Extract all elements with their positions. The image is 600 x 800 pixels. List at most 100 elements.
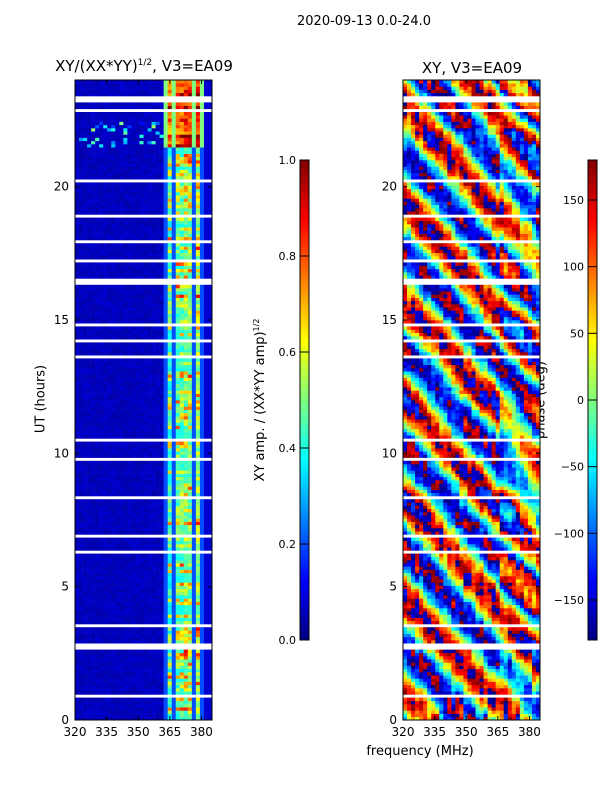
heatmap-cell (119, 275, 124, 279)
heatmap-cell (107, 316, 112, 321)
heatmap-cell (195, 572, 201, 577)
heatmap-cell (119, 358, 124, 362)
heatmap-cell (123, 268, 128, 273)
heatmap-cell (155, 441, 160, 446)
heatmap-cell (207, 473, 213, 478)
heatmap-cell (199, 297, 205, 302)
heatmap-cell (203, 640, 209, 644)
heatmap-cell (175, 553, 181, 558)
heatmap-cell (195, 582, 201, 586)
heatmap-cell (83, 572, 88, 577)
heatmap-cell (175, 476, 181, 481)
heatmap-cell (123, 425, 128, 430)
heatmap-cell (179, 528, 185, 532)
heatmap-cell (103, 236, 108, 241)
heatmap-cell (115, 675, 120, 679)
heatmap-cell (103, 284, 108, 289)
heatmap-cell (207, 598, 213, 602)
heatmap-cell (99, 454, 104, 458)
heatmap-cell (119, 537, 124, 542)
heatmap-cell (115, 620, 120, 625)
heatmap-cell (103, 608, 108, 612)
heatmap-cell (167, 492, 173, 497)
heatmap-cell (163, 675, 168, 679)
heatmap-cell (95, 544, 100, 548)
heatmap-cell (159, 707, 164, 711)
heatmap-cell (167, 380, 173, 385)
heatmap-cell (179, 678, 185, 682)
heatmap-cell (187, 444, 193, 449)
heatmap-cell (107, 217, 112, 222)
heatmap-cell (123, 265, 128, 270)
heatmap-cell (187, 649, 193, 654)
heatmap-cell (183, 608, 189, 612)
heatmap-cell (199, 569, 205, 574)
heatmap-cell (107, 380, 112, 385)
heatmap-cell (199, 684, 205, 689)
heatmap-cell (87, 428, 92, 433)
heatmap-cell (175, 406, 181, 410)
heatmap-cell (147, 291, 152, 295)
heatmap-cell (103, 361, 108, 366)
heatmap-cell (147, 704, 152, 708)
heatmap-cell (83, 652, 88, 657)
heatmap-cell (151, 592, 156, 596)
heatmap-cell (95, 364, 100, 369)
heatmap-cell (135, 659, 140, 663)
heatmap-cell (175, 396, 181, 401)
heatmap-cell (119, 422, 124, 426)
heatmap-cell (131, 393, 136, 398)
heatmap-cell (75, 419, 80, 423)
heatmap-cell (199, 636, 205, 641)
heatmap-cell (155, 713, 160, 718)
heatmap-cell (199, 217, 205, 222)
heatmap-cell (99, 604, 104, 609)
heatmap-cell (139, 201, 144, 206)
heatmap-cell (115, 537, 120, 542)
heatmap-cell (187, 592, 193, 596)
heatmap-cell (83, 620, 88, 625)
heatmap-cell (127, 284, 132, 289)
heatmap-cell (183, 304, 189, 308)
heatmap-cell (171, 547, 177, 551)
heatmap-cell (107, 601, 112, 606)
heatmap-cell (159, 592, 164, 596)
heatmap-cell (147, 336, 152, 340)
heatmap-cell (167, 630, 173, 634)
heatmap-cell (131, 470, 136, 474)
heatmap-cell (119, 576, 124, 580)
heatmap-cell (79, 553, 84, 558)
heatmap-cell (91, 528, 96, 532)
heatmap-cell (95, 518, 100, 522)
heatmap-cell (107, 611, 112, 615)
heatmap-cell (167, 691, 173, 695)
heatmap-cell (99, 198, 104, 202)
heatmap-cell (159, 492, 164, 497)
heatmap-cell (87, 537, 92, 542)
heatmap-cell (123, 352, 128, 356)
heatmap-cell (119, 486, 124, 490)
heatmap-cell (99, 448, 104, 452)
heatmap-cell (123, 422, 128, 426)
heatmap-cell (179, 252, 185, 257)
heatmap-cell (175, 444, 181, 449)
heatmap-cell (167, 620, 173, 625)
heatmap-cell (103, 665, 108, 670)
heatmap-cell (159, 678, 164, 682)
heatmap-cell (167, 579, 173, 583)
heatmap-cell (103, 451, 108, 455)
heatmap-cell (95, 470, 100, 474)
heatmap-cell (107, 307, 112, 311)
heatmap-cell (167, 249, 173, 254)
heatmap-cell (131, 627, 136, 631)
heatmap-cell (111, 656, 116, 660)
heatmap-cell (183, 371, 189, 375)
heatmap-cell (91, 537, 96, 542)
heatmap-cell (207, 329, 213, 334)
heatmap-cell (75, 329, 80, 334)
heatmap-cell (131, 464, 136, 468)
heatmap-cell (111, 537, 116, 542)
heatmap-cell (135, 553, 140, 558)
heatmap-cell (79, 393, 84, 398)
heatmap-cell (163, 380, 168, 385)
